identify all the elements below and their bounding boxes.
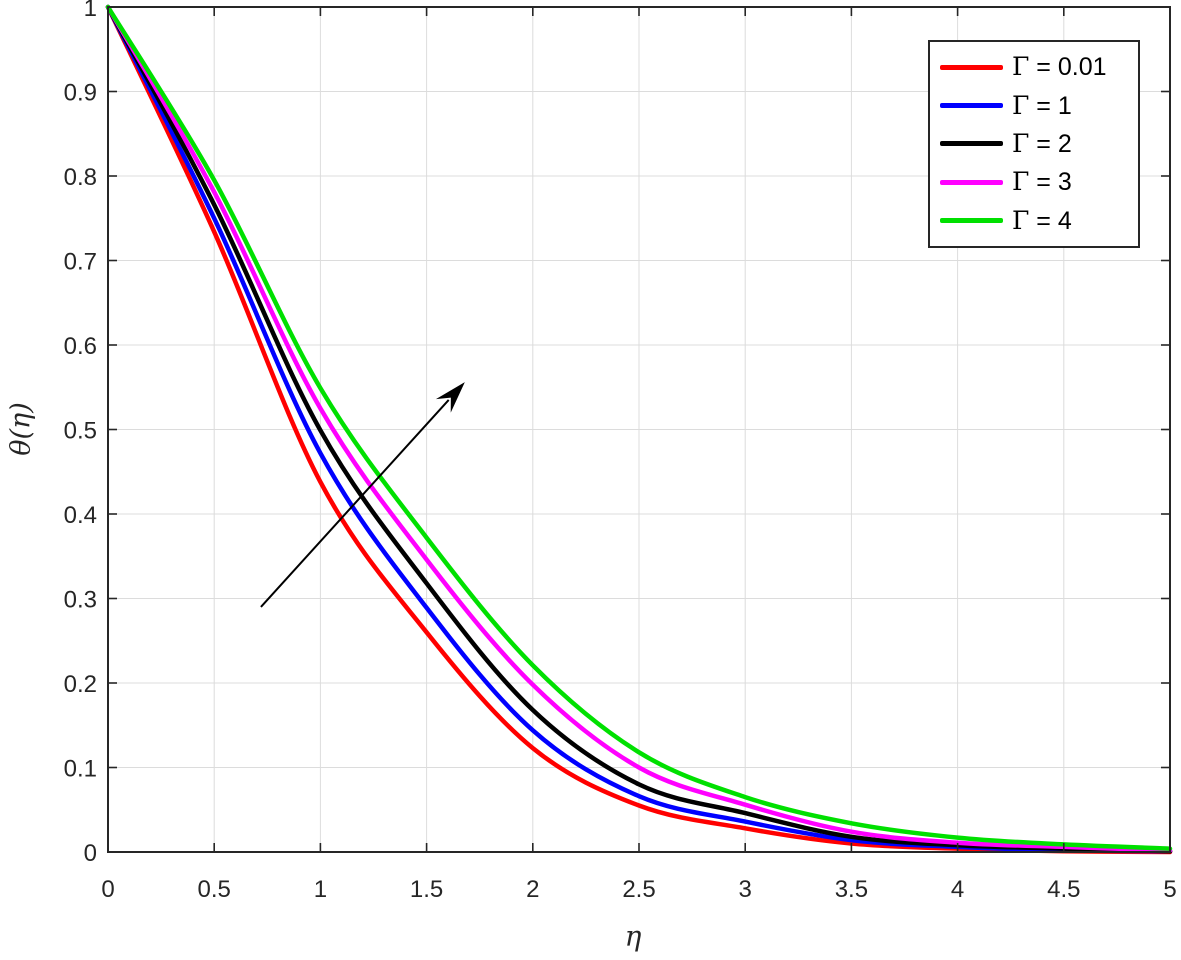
annotation-arrow-line — [260, 399, 450, 608]
y-tick-label: 0.1 — [64, 756, 97, 783]
x-tick-label: 3 — [739, 876, 752, 903]
y-tick-label: 0.9 — [64, 80, 97, 107]
y-tick-label: 0.6 — [64, 333, 97, 360]
y-axis-label: θ(η) — [5, 402, 37, 456]
legend-item: Γ = 4 — [930, 206, 1138, 236]
y-tick-label: 0.8 — [64, 164, 97, 191]
legend-item: Γ = 1 — [930, 91, 1138, 121]
x-tick-label: 2.5 — [622, 876, 655, 903]
x-tick-label: 1.5 — [410, 876, 443, 903]
series-curve — [105, 4, 1173, 854]
legend-line-sample — [940, 141, 1003, 147]
legend-line-sample — [940, 179, 1003, 185]
x-tick-label: 5 — [1163, 876, 1176, 903]
y-tick-label: 0 — [84, 840, 97, 867]
y-tick-label: 0.7 — [64, 249, 97, 276]
legend: Γ = 0.01 Γ = 1 Γ = 2 Γ = 3 Γ = 4 — [928, 40, 1140, 248]
y-tick-label: 0.5 — [64, 418, 97, 445]
x-tick-label: 4.5 — [1047, 876, 1080, 903]
legend-label: Γ = 1 — [1012, 90, 1072, 120]
x-tick-label: 0.5 — [198, 876, 231, 903]
legend-item: Γ = 0.01 — [930, 52, 1138, 82]
x-axis-label: η — [624, 919, 642, 953]
legend-label: Γ = 2 — [1012, 128, 1072, 158]
x-tick-label: 3.5 — [835, 876, 868, 903]
legend-line-sample — [940, 103, 1003, 109]
legend-line-sample — [940, 218, 1003, 224]
x-tick-label: 0 — [101, 876, 114, 903]
x-tick-label: 1 — [314, 876, 327, 903]
annotation-arrow-head — [435, 382, 465, 413]
y-tick-label: 1 — [84, 0, 97, 22]
legend-item: Γ = 2 — [930, 129, 1138, 159]
y-tick-label: 0.2 — [64, 671, 97, 698]
series-curve — [105, 4, 1173, 851]
legend-label: Γ = 0.01 — [1012, 52, 1107, 82]
legend-label: Γ = 4 — [1012, 205, 1072, 235]
legend-line-sample — [940, 64, 1003, 70]
legend-label: Γ = 3 — [1012, 167, 1072, 197]
legend-item: Γ = 3 — [930, 167, 1138, 197]
y-tick-label: 0.4 — [64, 502, 97, 529]
y-tick-label: 0.3 — [64, 587, 97, 614]
series-curve — [105, 4, 1173, 853]
x-tick-label: 2 — [526, 876, 539, 903]
x-tick-label: 4 — [951, 876, 964, 903]
